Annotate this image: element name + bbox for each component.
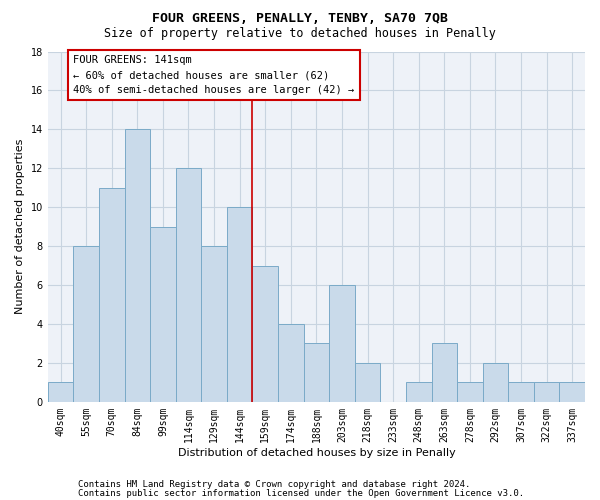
Bar bbox=[278, 324, 304, 402]
X-axis label: Distribution of detached houses by size in Penally: Distribution of detached houses by size … bbox=[178, 448, 455, 458]
Text: FOUR GREENS, PENALLY, TENBY, SA70 7QB: FOUR GREENS, PENALLY, TENBY, SA70 7QB bbox=[152, 12, 448, 26]
Bar bbox=[329, 285, 355, 402]
Bar bbox=[355, 363, 380, 402]
Bar bbox=[534, 382, 559, 402]
Bar bbox=[457, 382, 482, 402]
Bar bbox=[150, 226, 176, 402]
Bar bbox=[253, 266, 278, 402]
Bar bbox=[48, 382, 73, 402]
Bar bbox=[508, 382, 534, 402]
Bar bbox=[227, 207, 253, 402]
Text: FOUR GREENS: 141sqm
← 60% of detached houses are smaller (62)
40% of semi-detach: FOUR GREENS: 141sqm ← 60% of detached ho… bbox=[73, 56, 355, 95]
Bar bbox=[304, 344, 329, 402]
Bar bbox=[482, 363, 508, 402]
Bar bbox=[73, 246, 99, 402]
Y-axis label: Number of detached properties: Number of detached properties bbox=[15, 139, 25, 314]
Bar bbox=[559, 382, 585, 402]
Bar bbox=[406, 382, 431, 402]
Bar bbox=[431, 344, 457, 402]
Text: Size of property relative to detached houses in Penally: Size of property relative to detached ho… bbox=[104, 28, 496, 40]
Text: Contains public sector information licensed under the Open Government Licence v3: Contains public sector information licen… bbox=[78, 488, 524, 498]
Bar bbox=[99, 188, 125, 402]
Bar bbox=[201, 246, 227, 402]
Bar bbox=[176, 168, 201, 402]
Bar bbox=[125, 130, 150, 402]
Text: Contains HM Land Registry data © Crown copyright and database right 2024.: Contains HM Land Registry data © Crown c… bbox=[78, 480, 470, 489]
